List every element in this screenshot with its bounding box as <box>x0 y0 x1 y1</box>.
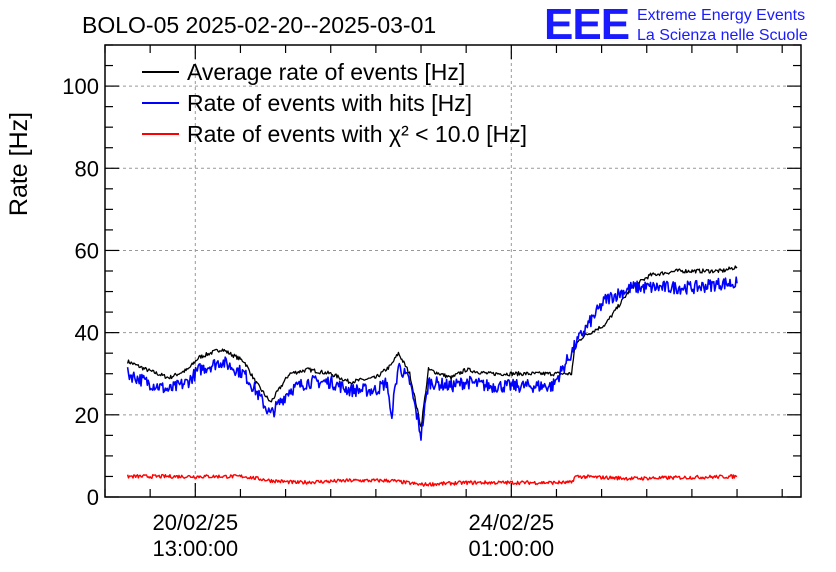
legend-label-hits: Rate of events with hits [Hz] <box>187 90 472 116</box>
series-layer <box>126 265 738 487</box>
logo-line2: La Scienza nelle Scuole <box>637 27 808 44</box>
series-line-1 <box>126 276 738 441</box>
eee-logo-mark: EEE <box>544 0 630 49</box>
y-tick-label: 40 <box>75 321 99 346</box>
x-tick-label-time: 13:00:00 <box>152 536 238 561</box>
x-tick-label-date: 20/02/25 <box>152 510 238 535</box>
legend: Average rate of events [Hz] Rate of even… <box>142 59 527 147</box>
y-tick-label: 60 <box>75 238 99 263</box>
y-tick-label: 80 <box>75 156 99 181</box>
legend-label-chi2: Rate of events with χ² < 10.0 [Hz] <box>187 121 527 147</box>
x-tick-label-date: 24/02/25 <box>468 510 554 535</box>
eee-logo: EEE Extreme Energy Events La Scienza nel… <box>544 0 808 49</box>
grid-lines <box>105 45 801 497</box>
legend-entry-average: Average rate of events [Hz] <box>142 59 465 85</box>
legend-label-average: Average rate of events [Hz] <box>187 59 465 85</box>
logo-mark-text: EEE <box>544 0 629 49</box>
legend-entry-chi2: Rate of events with χ² < 10.0 [Hz] <box>142 121 527 147</box>
y-tick-label: 100 <box>62 74 99 99</box>
x-tick-label-time: 01:00:00 <box>468 536 554 561</box>
y-tick-label: 20 <box>75 403 99 428</box>
y-axis-label: Rate [Hz] <box>5 112 33 216</box>
series-line-0 <box>126 265 738 428</box>
series-line-2 <box>126 474 738 487</box>
logo-line1: Extreme Energy Events <box>637 7 805 24</box>
legend-entry-hits: Rate of events with hits [Hz] <box>142 90 472 116</box>
chart-title: BOLO-05 2025-02-20--2025-03-01 <box>82 12 436 38</box>
y-tick-label: 0 <box>87 485 99 510</box>
axis-ticks <box>104 44 801 498</box>
